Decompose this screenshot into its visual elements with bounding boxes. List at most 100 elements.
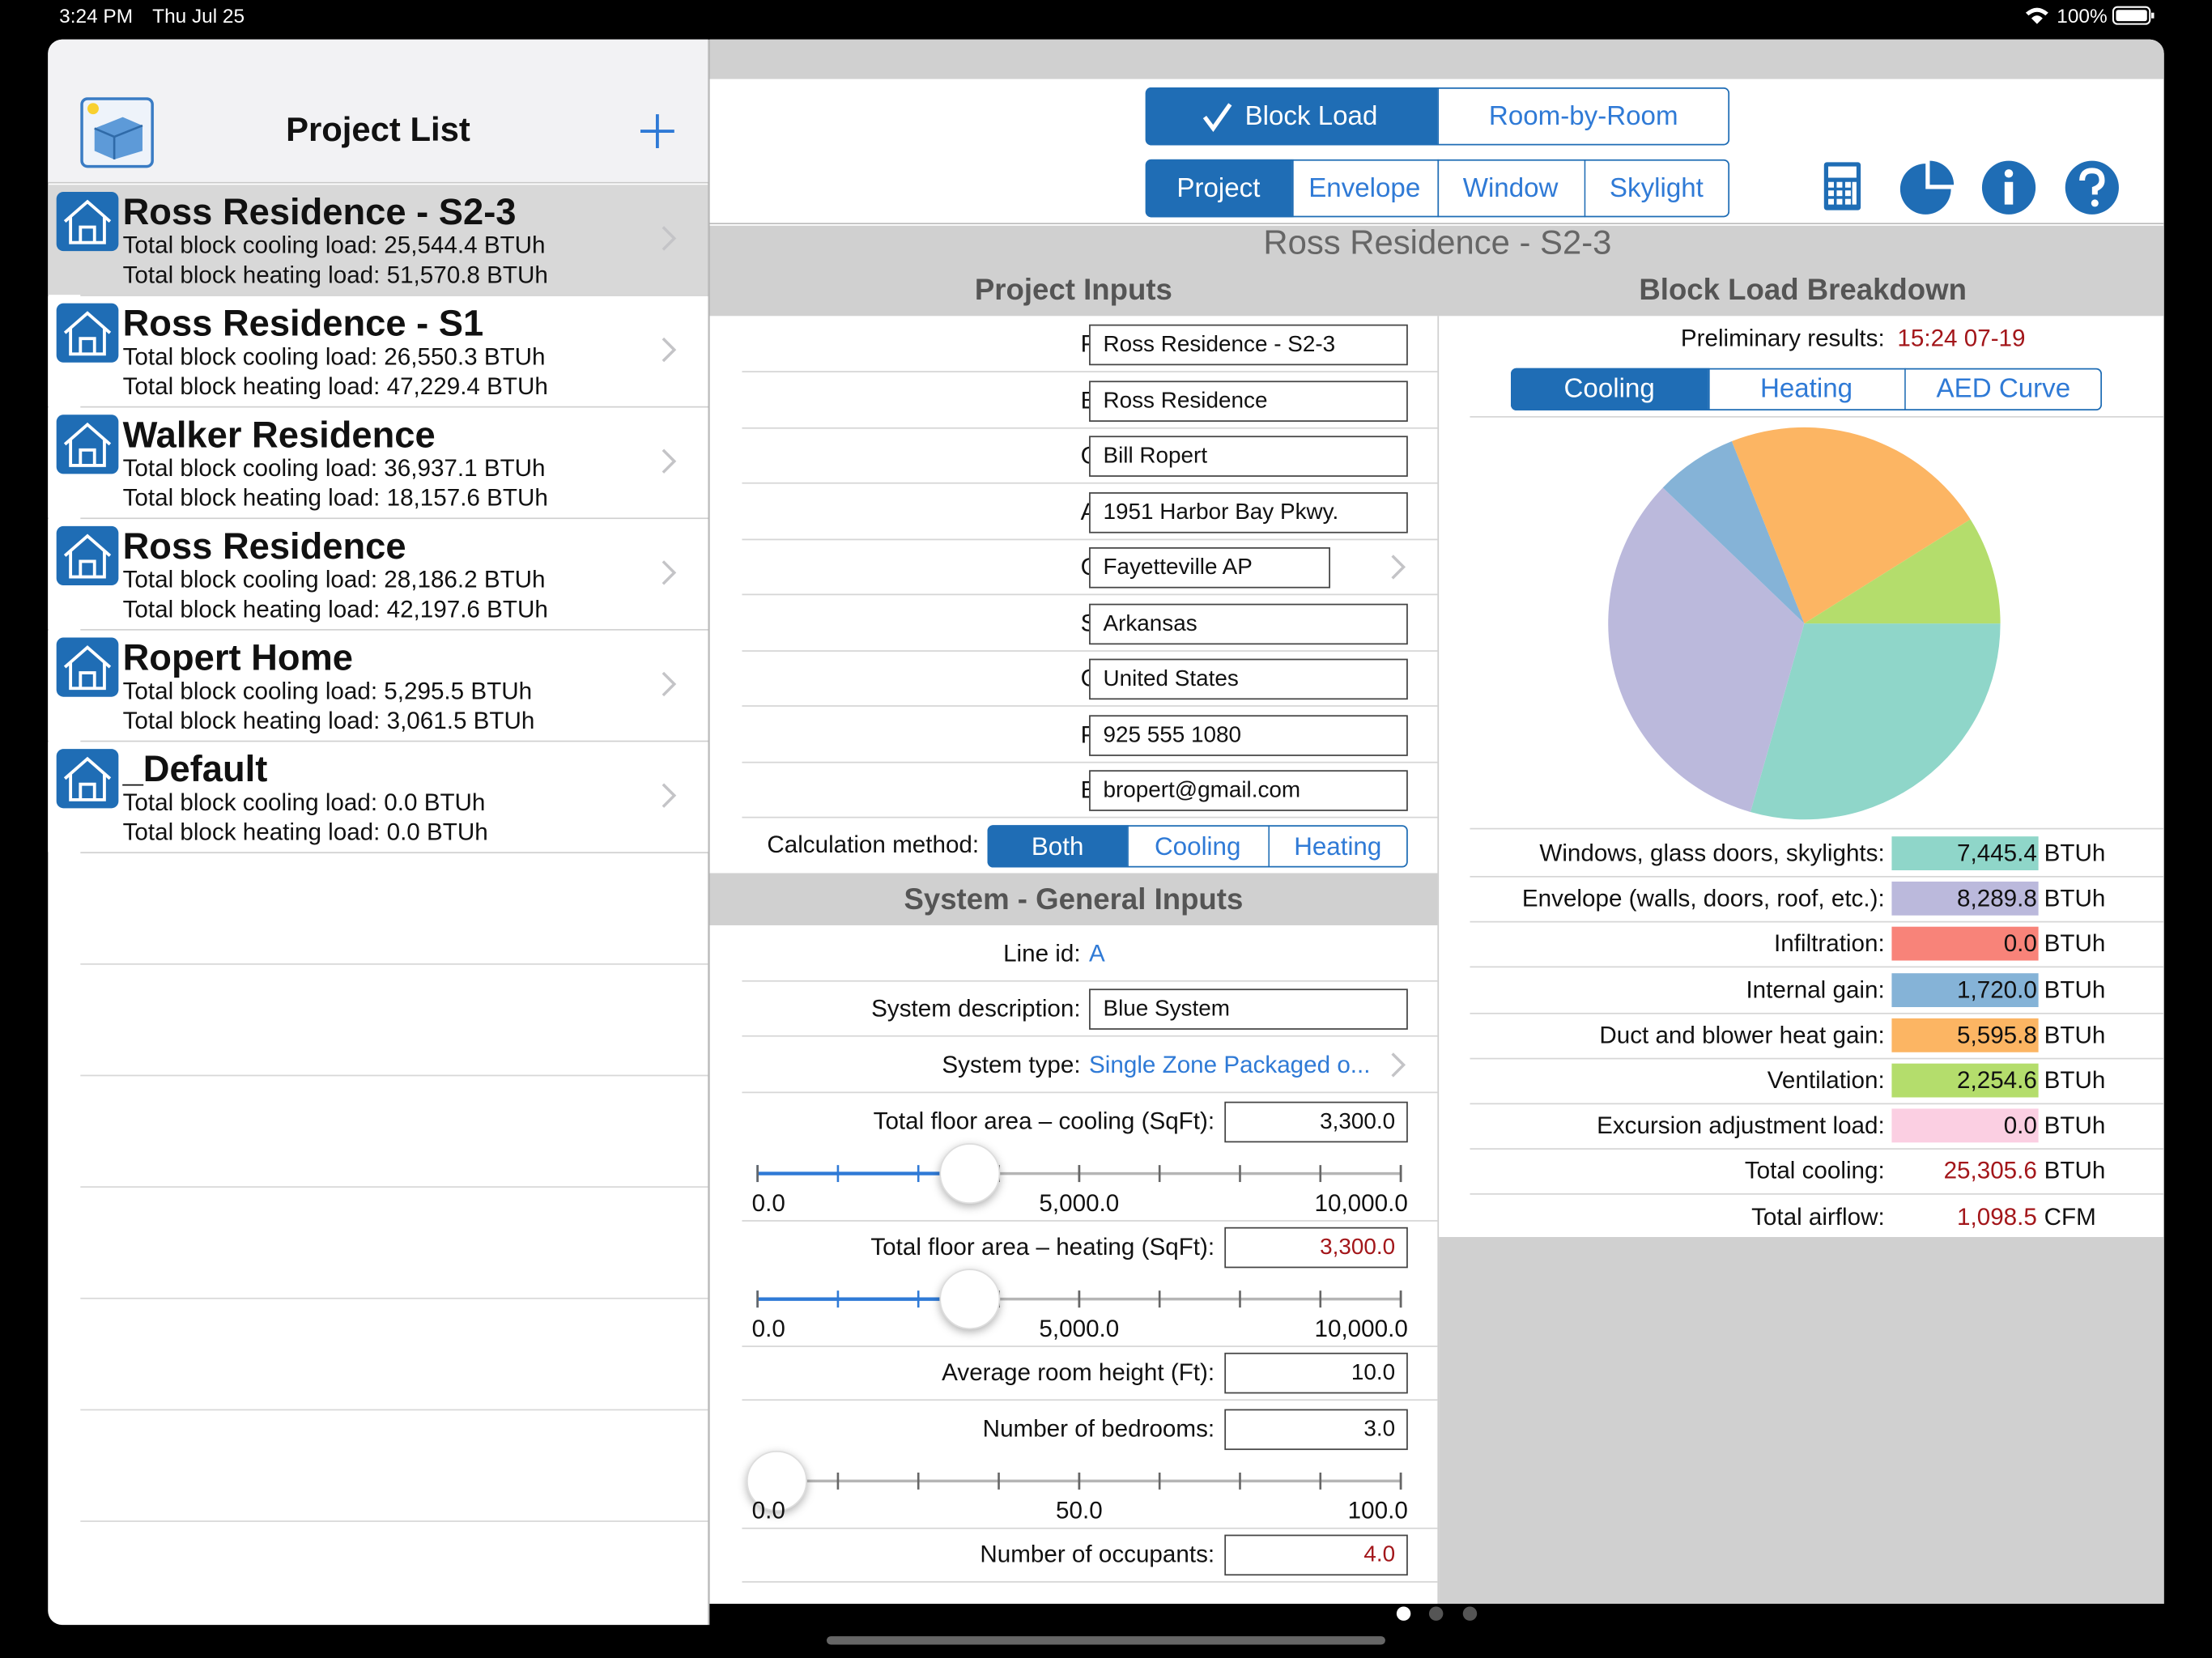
field-value[interactable]: Single Zone Packaged o...	[1089, 1051, 1371, 1078]
project-name[interactable]: Ross Residence - S1	[122, 301, 484, 345]
project-row[interactable]	[48, 295, 708, 406]
project-row[interactable]	[48, 407, 708, 518]
slider-thumb[interactable]	[939, 1269, 1001, 1330]
text-field-value[interactable]: Ross Residence - S2-3	[1103, 333, 1336, 357]
top-tab-segment[interactable]	[1437, 87, 1729, 146]
sub-tab-label[interactable]: Window	[1462, 173, 1559, 203]
project-title: Ross Residence - S2-3	[1263, 224, 1612, 263]
text-field[interactable]	[1089, 547, 1330, 589]
chevron	[661, 560, 677, 585]
top-tab-label[interactable]: Block Load	[1244, 101, 1378, 132]
separator	[742, 1091, 1438, 1094]
text-field-value[interactable]: 1951 Harbor Bay Pkwy.	[1103, 500, 1339, 525]
breakdown-tab-segment[interactable]	[1904, 368, 2102, 411]
sub-tab-label[interactable]: Envelope	[1308, 173, 1421, 203]
project-heating[interactable]: Total block heating load: 18,157.6 BTUh	[122, 484, 548, 512]
text-field[interactable]	[1089, 770, 1408, 811]
project-heating[interactable]: Total block heating load: 47,229.4 BTUh	[122, 372, 548, 400]
text-field-value[interactable]: Fayetteville AP	[1103, 555, 1253, 580]
breakdown-tab-label[interactable]: Heating	[1759, 374, 1853, 405]
text-field-value[interactable]: Arkansas	[1103, 611, 1197, 636]
separator	[742, 1346, 1438, 1347]
add-button[interactable]	[639, 113, 675, 149]
text-field-value[interactable]: 925 555 1080	[1103, 722, 1242, 747]
text-field-value[interactable]: Blue System	[1103, 997, 1230, 1022]
chart-icon[interactable]	[1899, 159, 1955, 216]
text-field[interactable]	[1089, 714, 1408, 756]
text-field[interactable]	[1089, 491, 1408, 533]
number-field[interactable]	[1224, 1101, 1408, 1143]
project-name[interactable]: _Default	[122, 747, 268, 790]
project-row[interactable]	[48, 519, 708, 630]
text-field-value[interactable]: Ross Residence	[1103, 389, 1268, 413]
calc-method-label[interactable]: Both	[1031, 831, 1084, 861]
project-heating[interactable]: Total block heating load: 0.0 BTUh	[122, 818, 488, 846]
calc-method-label[interactable]: Cooling	[1155, 831, 1241, 861]
calc-method-label[interactable]: Heating	[1294, 831, 1382, 861]
project-name[interactable]: Ropert Home	[122, 636, 354, 679]
sub-tab-segment[interactable]	[1583, 159, 1729, 218]
separator	[1470, 967, 2164, 968]
number-field[interactable]	[1224, 1352, 1408, 1394]
number-field-value[interactable]: 10.0	[1351, 1361, 1396, 1385]
slider[interactable]	[0, 0, 1402, 1511]
number-field[interactable]	[1224, 1409, 1408, 1451]
text-field[interactable]	[1089, 988, 1408, 1030]
project-name[interactable]: Ross Residence	[122, 525, 406, 568]
text-field-value[interactable]: Bill Ropert	[1103, 444, 1208, 469]
project-row[interactable]	[48, 630, 708, 741]
text-field[interactable]	[1089, 380, 1408, 422]
slider[interactable]	[0, 0, 1402, 1205]
breakdown-tab-label[interactable]: Cooling	[1563, 374, 1655, 405]
project-cooling[interactable]: Total block cooling load: 25,544.4 BTUh	[122, 232, 546, 259]
sub-tab-segment[interactable]	[1145, 159, 1292, 218]
project-row[interactable]	[48, 185, 708, 295]
help-icon[interactable]	[2064, 159, 2121, 216]
project-cooling[interactable]: Total block cooling load: 26,550.3 BTUh	[122, 343, 546, 371]
sub-tab-segment[interactable]	[1437, 159, 1583, 218]
text-field[interactable]	[1089, 658, 1408, 700]
project-heating[interactable]: Total block heating load: 3,061.5 BTUh	[122, 707, 535, 734]
number-field-value[interactable]: 3,300.0	[1320, 1235, 1396, 1260]
calc-method-segment[interactable]	[1267, 825, 1408, 868]
number-field[interactable]	[1224, 1226, 1408, 1269]
number-field-value[interactable]: 3,300.0	[1320, 1110, 1396, 1134]
info-icon[interactable]	[1980, 159, 2037, 216]
breakdown-tab-segment[interactable]	[1511, 368, 1708, 411]
slider[interactable]	[0, 0, 1402, 1330]
top-tab-segment[interactable]	[1145, 87, 1438, 146]
number-field-value[interactable]: 3.0	[1363, 1418, 1396, 1442]
sub-tab-label[interactable]: Skylight	[1609, 173, 1704, 203]
text-field[interactable]	[1089, 324, 1408, 366]
top-tab-label[interactable]: Room-by-Room	[1488, 101, 1678, 132]
slider-thumb[interactable]	[939, 1143, 1001, 1205]
sub-tab-label[interactable]: Project	[1176, 173, 1261, 203]
section-title: Block Load Breakdown	[1639, 274, 1967, 307]
text-field-value[interactable]: United States	[1103, 667, 1239, 691]
text-field[interactable]	[1089, 436, 1408, 477]
project-cooling[interactable]: Total block cooling load: 28,186.2 BTUh	[122, 566, 546, 593]
text-field-value[interactable]: bropert@gmail.com	[1103, 778, 1301, 803]
number-field[interactable]	[1224, 1534, 1408, 1576]
project-name[interactable]: Walker Residence	[122, 413, 436, 456]
breakdown-tab-segment[interactable]	[1708, 368, 1904, 411]
breakdown-label: Excursion adjustment load:	[1597, 1112, 1885, 1140]
number-field-value[interactable]: 4.0	[1363, 1543, 1396, 1567]
project-cooling[interactable]: Total block cooling load: 36,937.1 BTUh	[122, 454, 546, 482]
project-heating[interactable]: Total block heating load: 51,570.8 BTUh	[122, 261, 548, 289]
project-icon	[56, 303, 119, 363]
project-row[interactable]	[48, 742, 708, 852]
calculator-icon[interactable]	[1823, 161, 1862, 212]
project-name[interactable]: Ross Residence - S2-3	[122, 190, 517, 233]
calc-method-segment[interactable]	[1127, 825, 1268, 868]
project-heating[interactable]: Total block heating load: 42,197.6 BTUh	[122, 596, 548, 623]
calc-method-segment[interactable]	[987, 825, 1128, 868]
breakdown-tab-label[interactable]: AED Curve	[1936, 374, 2071, 405]
project-cooling[interactable]: Total block cooling load: 5,295.5 BTUh	[122, 678, 533, 705]
slider-thumb[interactable]	[746, 1450, 807, 1511]
project-cooling[interactable]: Total block cooling load: 0.0 BTUh	[122, 789, 486, 816]
sub-tab-segment[interactable]	[1291, 159, 1437, 218]
text-field[interactable]	[1089, 602, 1408, 644]
total-label: Total airflow:	[1751, 1203, 1885, 1231]
section-title: System - General Inputs	[904, 883, 1244, 916]
